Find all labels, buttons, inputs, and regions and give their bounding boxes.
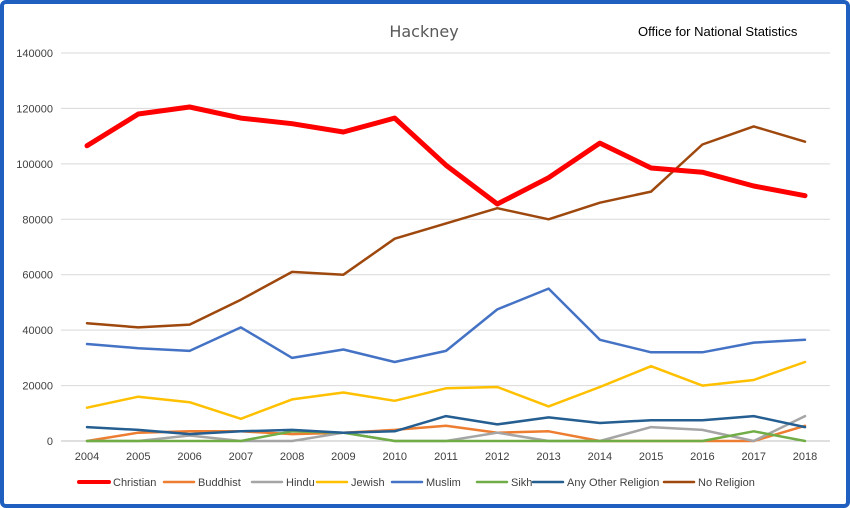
x-tick-label: 2010 (382, 451, 406, 463)
line-chart: Hackney Office for National Statistics 0… (16, 22, 830, 489)
x-tick-label: 2011 (434, 451, 458, 463)
y-tick-label: 60000 (22, 270, 53, 282)
series-line-christian (84, 104, 808, 207)
series-line-sikh (85, 430, 807, 443)
y-tick-label: 100000 (16, 159, 53, 171)
y-axis-ticks: 0 20000 40000 60000 80000 100000 120000 140000 (16, 48, 53, 448)
x-tick-label: 2017 (741, 451, 765, 463)
x-tick-label: 2004 (75, 451, 99, 463)
legend-label-any-other-religion: Any Other Religion (567, 477, 659, 489)
series-line-any-other-religion (85, 414, 807, 436)
legend-label-jewish: Jewish (351, 477, 385, 489)
x-tick-label: 2006 (177, 451, 201, 463)
legend-label-sikh: Sikh (511, 477, 532, 489)
x-tick-label: 2018 (793, 451, 817, 463)
y-tick-label: 80000 (22, 214, 53, 226)
x-tick-label: 2014 (588, 451, 612, 463)
x-axis-ticks: 2004 2005 2006 2007 2008 2009 2010 2011 2012 2013… (75, 451, 817, 463)
chart-title: Hackney (389, 22, 458, 41)
y-tick-label: 20000 (22, 381, 53, 393)
series-line-no-religion (85, 125, 807, 329)
legend-label-buddhist: Buddhist (198, 477, 241, 489)
x-tick-label: 2008 (280, 451, 304, 463)
y-tick-label: 120000 (16, 103, 53, 115)
x-tick-label: 2005 (126, 451, 150, 463)
legend-label-hindu: Hindu (286, 477, 315, 489)
legend-label-muslim: Muslim (426, 477, 461, 489)
series-line-jewish (85, 360, 807, 421)
series-line-muslim (85, 287, 807, 364)
legend-label-christian: Christian (113, 477, 156, 489)
y-tick-label: 0 (47, 436, 53, 448)
x-tick-label: 2012 (485, 451, 509, 463)
legend-label-no-religion: No Religion (698, 477, 755, 489)
y-tick-label: 40000 (22, 325, 53, 337)
legend: Christian Buddhist Hindu Jewish Muslim Sikh An… (77, 477, 755, 489)
x-tick-label: 2015 (639, 451, 663, 463)
x-tick-label: 2007 (229, 451, 253, 463)
series-lines (84, 104, 808, 443)
x-tick-label: 2016 (690, 451, 714, 463)
x-tick-label: 2013 (536, 451, 560, 463)
y-tick-label: 140000 (16, 48, 53, 60)
x-tick-label: 2009 (331, 451, 355, 463)
source-label: Office for National Statistics (638, 24, 798, 39)
